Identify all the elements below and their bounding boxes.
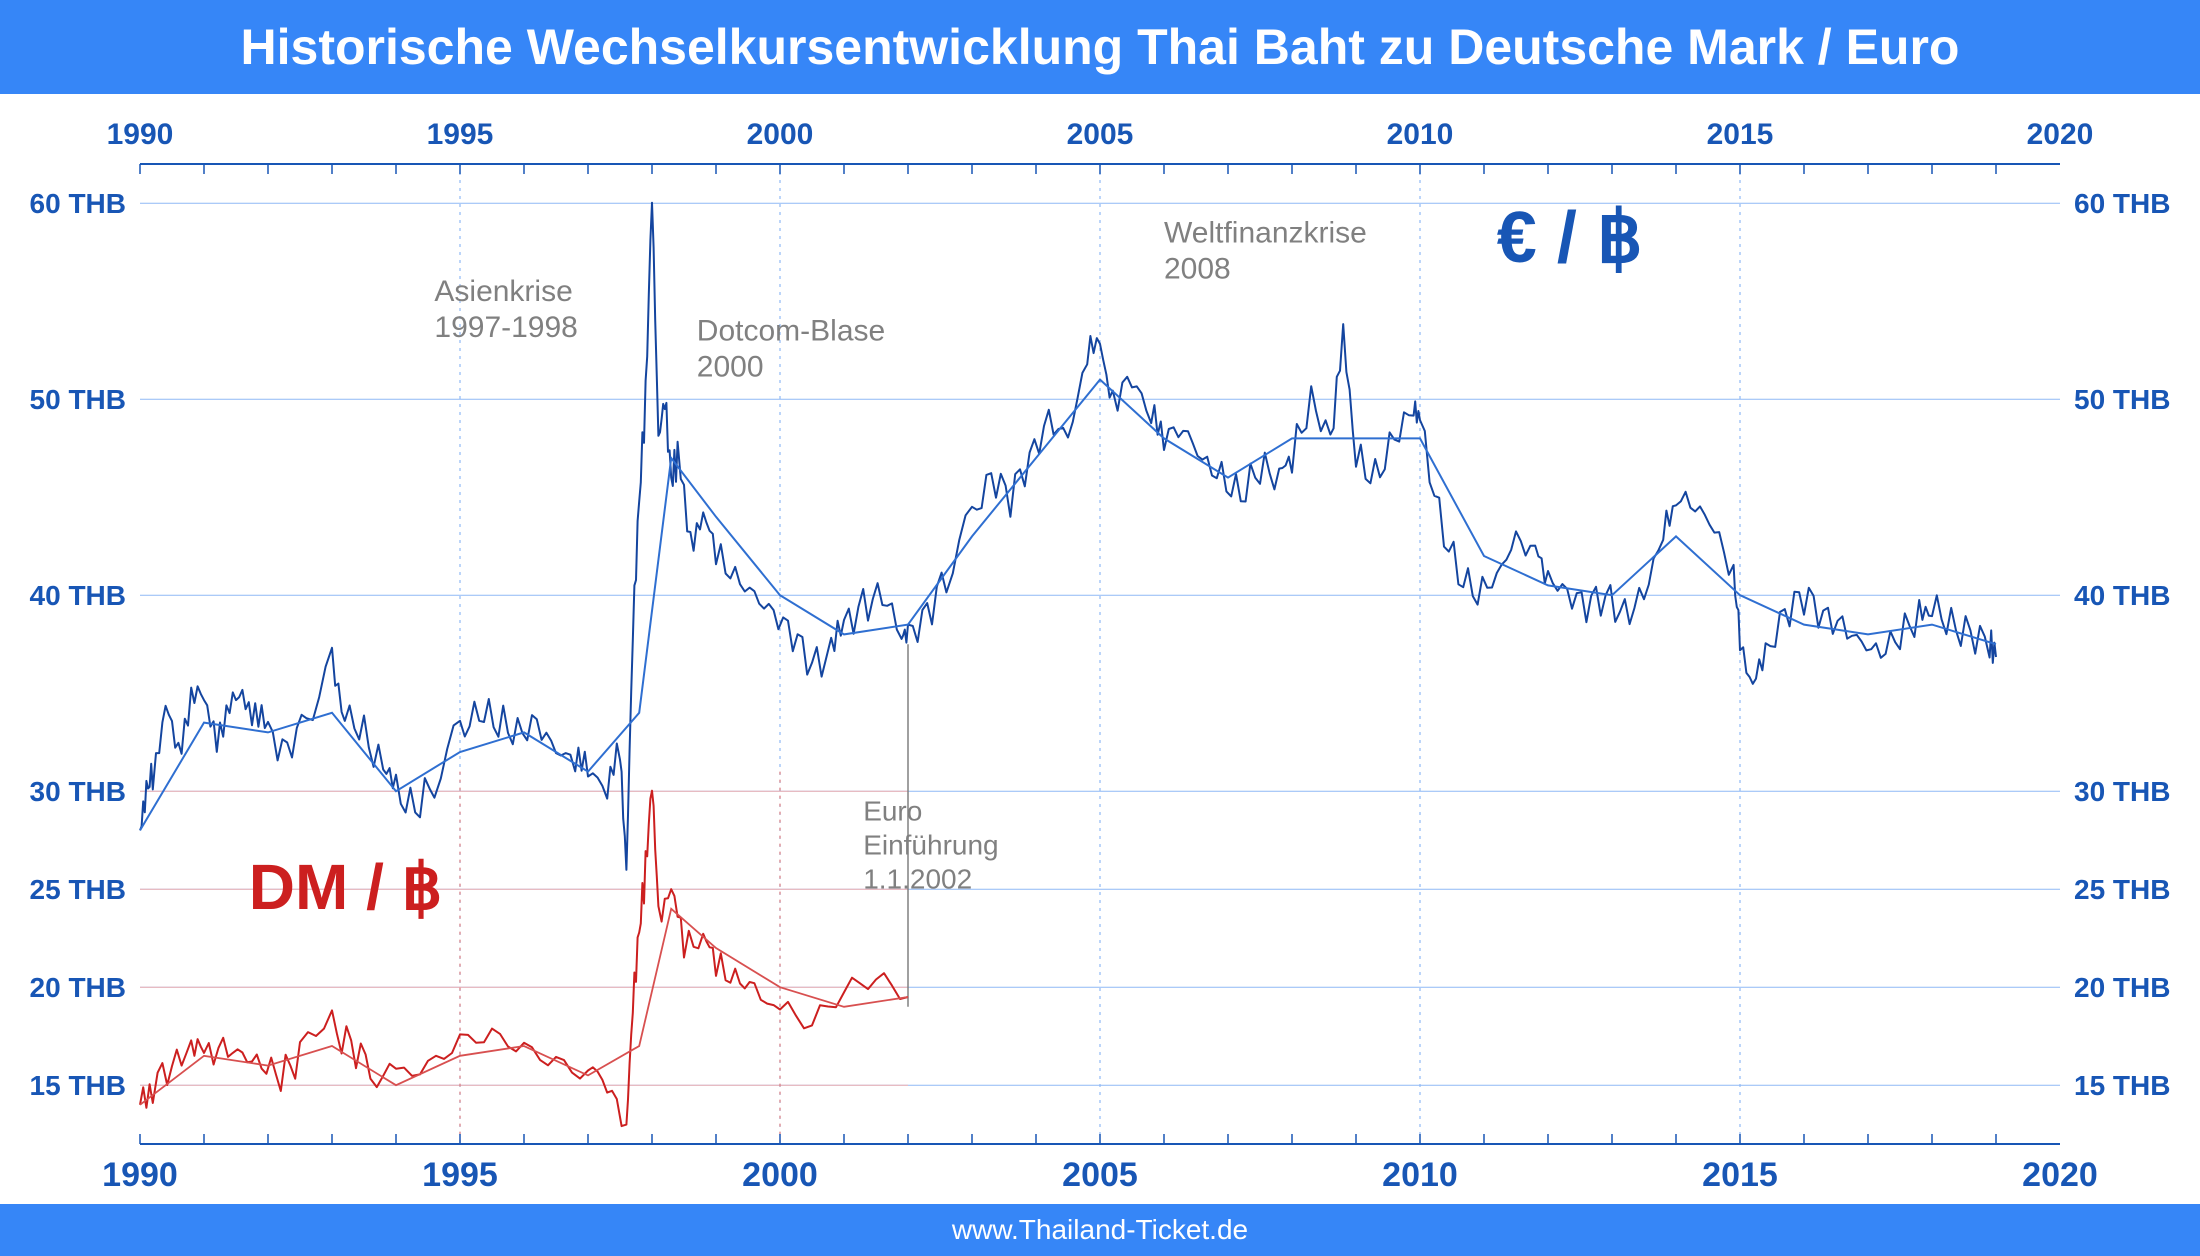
chart-title-bar: Historische Wechselkursentwicklung Thai … — [0, 0, 2200, 94]
svg-text:2010: 2010 — [1387, 118, 1454, 151]
svg-text:1.1.2002: 1.1.2002 — [863, 864, 972, 895]
svg-text:2005: 2005 — [1067, 118, 1134, 151]
svg-text:2020: 2020 — [2027, 118, 2094, 151]
svg-text:2005: 2005 — [1062, 1156, 1138, 1194]
svg-text:2000: 2000 — [697, 350, 764, 383]
svg-text:60 THB: 60 THB — [30, 188, 126, 219]
svg-text:2015: 2015 — [1702, 1156, 1778, 1194]
svg-text:20 THB: 20 THB — [30, 972, 126, 1003]
footer-bar: www.Thailand-Ticket.de — [0, 1204, 2200, 1256]
svg-text:1997-1998: 1997-1998 — [434, 311, 577, 344]
chart-area: 1990 1990 1995 1995 2000 2000 2005 2005 2010 2010… — [0, 94, 2200, 1204]
svg-text:DM / ฿: DM / ฿ — [249, 851, 443, 923]
svg-text:2015: 2015 — [1707, 118, 1774, 151]
svg-text:1990: 1990 — [107, 118, 174, 151]
svg-text:50 THB: 50 THB — [2074, 384, 2170, 415]
svg-text:Dotcom-Blase: Dotcom-Blase — [697, 314, 885, 347]
svg-text:2008: 2008 — [1164, 252, 1231, 285]
svg-text:15 THB: 15 THB — [30, 1070, 126, 1101]
svg-text:20 THB: 20 THB — [2074, 972, 2170, 1003]
svg-text:2000: 2000 — [747, 118, 814, 151]
svg-text:40 THB: 40 THB — [30, 580, 126, 611]
svg-text:15 THB: 15 THB — [2074, 1070, 2170, 1101]
svg-text:1995: 1995 — [427, 118, 494, 151]
chart-svg: 1990 1990 1995 1995 2000 2000 2005 2005 2010 2010… — [0, 94, 2200, 1204]
svg-text:Asienkrise: Asienkrise — [434, 275, 572, 308]
chart-title: Historische Wechselkursentwicklung Thai … — [241, 19, 1960, 75]
svg-text:Weltfinanzkrise: Weltfinanzkrise — [1164, 216, 1367, 249]
svg-text:25 THB: 25 THB — [2074, 874, 2170, 905]
svg-text:2000: 2000 — [742, 1156, 818, 1194]
svg-text:1990: 1990 — [102, 1156, 178, 1194]
svg-text:30 THB: 30 THB — [2074, 776, 2170, 807]
svg-text:Euro: Euro — [863, 796, 922, 827]
svg-text:€ / ฿: € / ฿ — [1497, 198, 1643, 278]
svg-text:60 THB: 60 THB — [2074, 188, 2170, 219]
svg-text:40 THB: 40 THB — [2074, 580, 2170, 611]
footer-text: www.Thailand-Ticket.de — [952, 1214, 1248, 1245]
svg-text:Einführung: Einführung — [863, 830, 998, 861]
svg-text:2020: 2020 — [2022, 1156, 2098, 1194]
svg-text:30 THB: 30 THB — [30, 776, 126, 807]
svg-text:1995: 1995 — [422, 1156, 498, 1194]
svg-text:50 THB: 50 THB — [30, 384, 126, 415]
svg-text:2010: 2010 — [1382, 1156, 1458, 1194]
svg-text:25 THB: 25 THB — [30, 874, 126, 905]
